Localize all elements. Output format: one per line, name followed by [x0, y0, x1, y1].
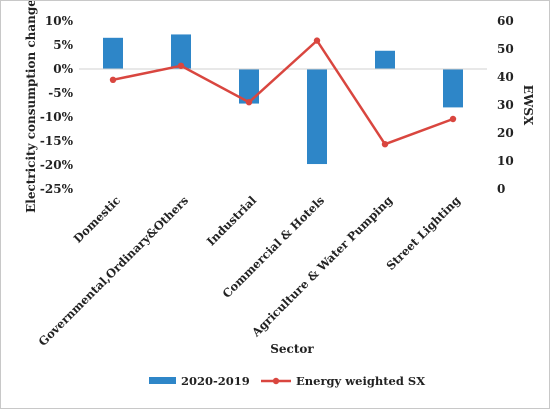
bar-2	[239, 69, 259, 104]
legend-swatch-bars	[149, 377, 176, 384]
bar-3	[307, 69, 327, 165]
y-tick-label: 5%	[53, 38, 73, 52]
line-point-4	[381, 141, 389, 148]
line-series-path	[112, 38, 454, 146]
y-tick-label: -25%	[40, 182, 74, 196]
line-point-1	[177, 62, 185, 69]
line-point-3	[313, 37, 321, 44]
y-tick-label: 10%	[45, 14, 74, 28]
y2-tick-label: 20	[497, 126, 514, 140]
y-tick-label: -5%	[48, 86, 73, 100]
bar-4	[375, 50, 395, 69]
x-category-label: Industrial	[204, 193, 260, 249]
bar-0	[103, 37, 123, 69]
x-category-label: Agriculture & Water Pumping	[248, 193, 395, 340]
legend-label-bars: 2020-2019	[181, 374, 250, 388]
x-category-label: Domestic	[71, 193, 124, 246]
y2-tick-label: 0	[497, 182, 505, 196]
y2-axis-title: EWSX	[521, 85, 535, 126]
line-point-0	[109, 76, 117, 84]
y-tick-label: -15%	[40, 134, 74, 148]
x-category-label: Governmental,Ordinary&Others	[36, 193, 191, 348]
x-axis-title: Sector	[270, 342, 314, 356]
bar-5	[443, 69, 463, 108]
y2-tick-label: 30	[497, 98, 514, 112]
y2-tick-label: 40	[497, 70, 514, 84]
y2-tick-label: 50	[497, 42, 514, 56]
y2-tick-label: 10	[497, 154, 514, 168]
y-tick-label: -10%	[40, 110, 74, 124]
y-tick-label: -20%	[40, 158, 74, 172]
bar-1	[171, 34, 191, 69]
legend-label-line: Energy weighted SX	[296, 374, 425, 388]
line-point-5	[449, 115, 457, 123]
x-category-label: Street Lighting	[384, 193, 464, 273]
legend: 2020-2019 Energy weighted SX	[149, 374, 425, 388]
y2-tick-label: 60	[497, 14, 514, 28]
y-axis-title: Electricity consumption change	[24, 1, 38, 213]
legend-marker-line	[272, 377, 280, 385]
line-point-2	[245, 99, 253, 106]
y-tick-label: 0%	[53, 62, 73, 76]
